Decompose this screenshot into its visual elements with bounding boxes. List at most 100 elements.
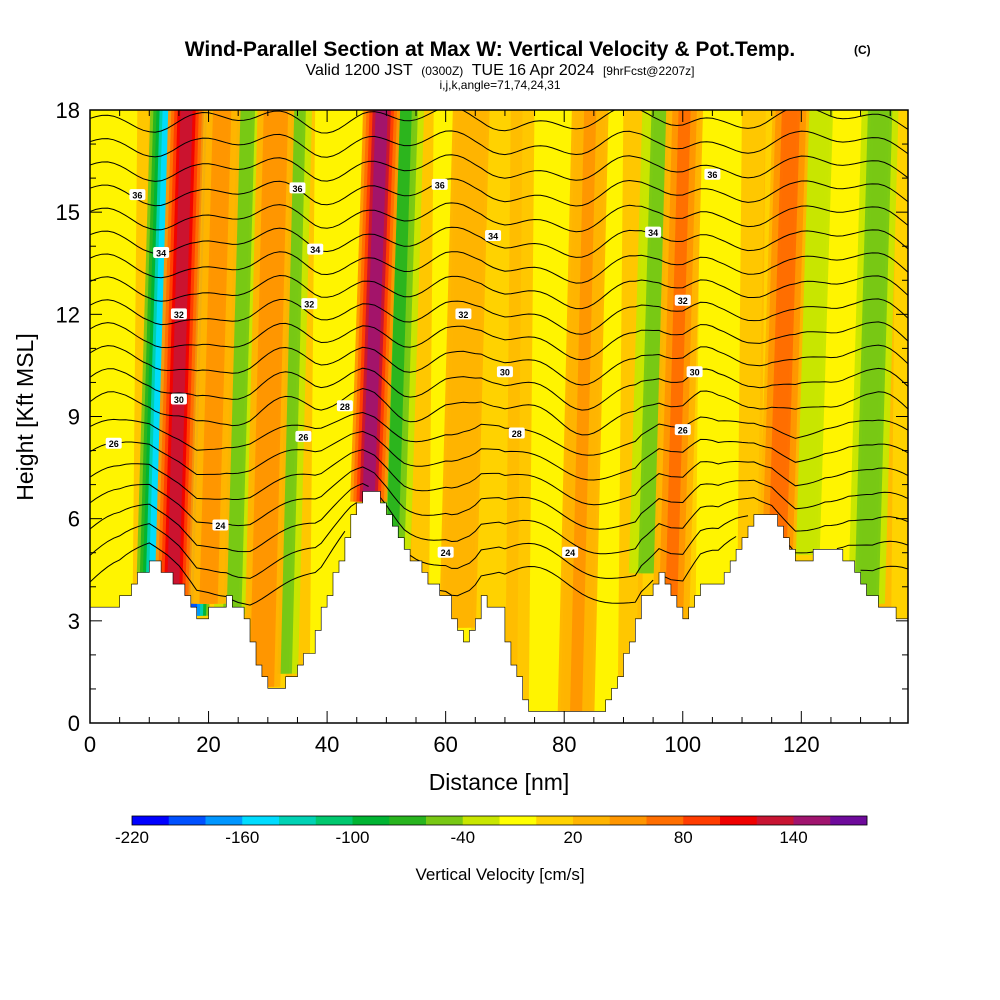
contour-label-5: 26 bbox=[674, 424, 691, 436]
y-tick-label-1: 3 bbox=[68, 609, 80, 634]
colorbar-tick-label-1: -160 bbox=[225, 828, 259, 847]
svg-text:30: 30 bbox=[690, 368, 700, 378]
contour-label-18: 34 bbox=[645, 226, 662, 238]
chart-title: Wind-Parallel Section at Max W: Vertical… bbox=[185, 38, 796, 61]
contour-label-4: 26 bbox=[295, 430, 312, 442]
contour-label-16: 34 bbox=[307, 243, 324, 255]
x-tick-label-1: 20 bbox=[196, 732, 220, 757]
contour-label-6: 28 bbox=[336, 400, 353, 412]
contour-label-14: 32 bbox=[674, 294, 691, 306]
updraft-band-0 bbox=[166, 110, 193, 599]
theta-contour-19 bbox=[90, 110, 908, 134]
svg-text:24: 24 bbox=[215, 521, 225, 531]
chart-subtitle: Valid 1200 JST (0300Z) TUE 16 Apr 2024 [… bbox=[305, 62, 694, 79]
terrain-profile bbox=[90, 491, 908, 723]
y-tick-label-2: 6 bbox=[68, 507, 80, 532]
colorbar-swatch-5 bbox=[315, 816, 353, 825]
svg-text:32: 32 bbox=[174, 310, 184, 320]
y-tick-label-4: 12 bbox=[56, 302, 80, 327]
theta-contour-11 bbox=[90, 298, 908, 335]
contour-label-22: 36 bbox=[704, 168, 721, 180]
x-tick-label-3: 60 bbox=[433, 732, 457, 757]
updraft-band-2 bbox=[255, 110, 282, 687]
x-tick-label-2: 40 bbox=[315, 732, 339, 757]
colorbar-swatch-13 bbox=[609, 816, 647, 825]
colorbar-swatch-11 bbox=[536, 816, 574, 825]
colorbar: -220 -160 -100 -40 20 80 140 bbox=[115, 815, 868, 847]
contour-label-17: 34 bbox=[485, 230, 502, 242]
updraft-band-4 bbox=[771, 110, 797, 553]
y-axis-label: Height [Kft MSL] bbox=[12, 333, 38, 500]
y-tick-label-3: 9 bbox=[68, 405, 80, 430]
downdraft-band-4 bbox=[226, 110, 253, 614]
svg-text:34: 34 bbox=[156, 249, 166, 259]
theta-contour-14 bbox=[90, 226, 908, 258]
theta-contour-10 bbox=[90, 321, 908, 361]
contour-label-19: 36 bbox=[129, 189, 146, 201]
contour-label-3: 26 bbox=[105, 437, 122, 449]
contour-label-13: 32 bbox=[455, 308, 472, 320]
y-tick-label-6: 18 bbox=[56, 98, 80, 123]
svg-text:26: 26 bbox=[298, 432, 308, 442]
colorbar-swatch-12 bbox=[573, 816, 611, 825]
y-tick-label-5: 15 bbox=[56, 200, 80, 225]
theta-contour-8 bbox=[90, 367, 908, 411]
colorbar-swatch-18 bbox=[793, 816, 831, 825]
downdraft-band-7 bbox=[860, 110, 887, 604]
colorbar-swatch-15 bbox=[683, 816, 721, 825]
colorbar-swatch-10 bbox=[499, 816, 537, 825]
svg-text:24: 24 bbox=[565, 548, 575, 558]
theta-contour-18 bbox=[90, 130, 908, 158]
svg-text:32: 32 bbox=[304, 300, 314, 310]
theta-contour-17 bbox=[90, 154, 908, 182]
svg-text:36: 36 bbox=[707, 170, 717, 180]
downdraft-band-5 bbox=[641, 110, 667, 574]
theta-contour-0 bbox=[90, 530, 908, 606]
svg-text:28: 28 bbox=[512, 429, 522, 439]
svg-text:36: 36 bbox=[435, 180, 445, 190]
colorbar-swatch-9 bbox=[462, 816, 500, 825]
weak-ascent-patch-3 bbox=[504, 110, 535, 723]
colorbar-swatch-2 bbox=[205, 816, 243, 825]
x-tick-label-5: 100 bbox=[664, 732, 701, 757]
colorbar-swatch-0 bbox=[132, 816, 170, 825]
y-tick-label-0: 0 bbox=[68, 711, 80, 736]
updraft-band-5 bbox=[664, 110, 691, 621]
contour-label-0: 24 bbox=[212, 519, 229, 531]
colorbar-tick-label-3: -40 bbox=[451, 828, 476, 847]
colorbar-tick-label-6: 140 bbox=[779, 828, 807, 847]
colorbar-swatch-1 bbox=[168, 816, 206, 825]
theta-contour-4 bbox=[90, 449, 908, 506]
theta-contour-2 bbox=[90, 482, 908, 555]
theta-contour-16 bbox=[90, 178, 908, 207]
updraft-band-6 bbox=[570, 110, 597, 713]
colorbar-swatch-17 bbox=[756, 816, 794, 825]
colorbar-label: Vertical Velocity [cm/s] bbox=[415, 865, 584, 884]
colorbar-swatch-16 bbox=[720, 816, 758, 825]
contour-label-15: 34 bbox=[153, 247, 170, 259]
contour-label-7: 28 bbox=[508, 427, 525, 439]
updraft-band-7 bbox=[451, 110, 478, 628]
theta-contour-13 bbox=[90, 251, 908, 284]
svg-text:34: 34 bbox=[488, 232, 498, 242]
contour-label-11: 32 bbox=[170, 308, 187, 320]
contour-label-10: 30 bbox=[686, 366, 703, 378]
svg-text:34: 34 bbox=[310, 245, 320, 255]
theta-contour-12 bbox=[90, 274, 908, 310]
svg-text:30: 30 bbox=[174, 395, 184, 405]
colorbar-swatch-14 bbox=[646, 816, 684, 825]
contour-label-9: 30 bbox=[496, 366, 513, 378]
x-tick-label-4: 80 bbox=[552, 732, 576, 757]
plot-area: 24 24 24 26 26 26 28 28 30 30 30 32 32 32 32 34 34 34 34 36… bbox=[90, 110, 908, 723]
svg-text:26: 26 bbox=[678, 426, 688, 436]
colorbar-swatch-19 bbox=[830, 816, 868, 825]
theta-contour-15 bbox=[90, 202, 908, 233]
theta-contour-5 bbox=[90, 430, 908, 481]
contour-label-8: 30 bbox=[170, 393, 187, 405]
colorbar-tick-label-2: -100 bbox=[335, 828, 369, 847]
x-axis-label: Distance [nm] bbox=[429, 769, 570, 795]
colorbar-tick-label-5: 80 bbox=[674, 828, 693, 847]
chart-title-mark: (C) bbox=[854, 43, 871, 57]
svg-text:32: 32 bbox=[458, 310, 468, 320]
